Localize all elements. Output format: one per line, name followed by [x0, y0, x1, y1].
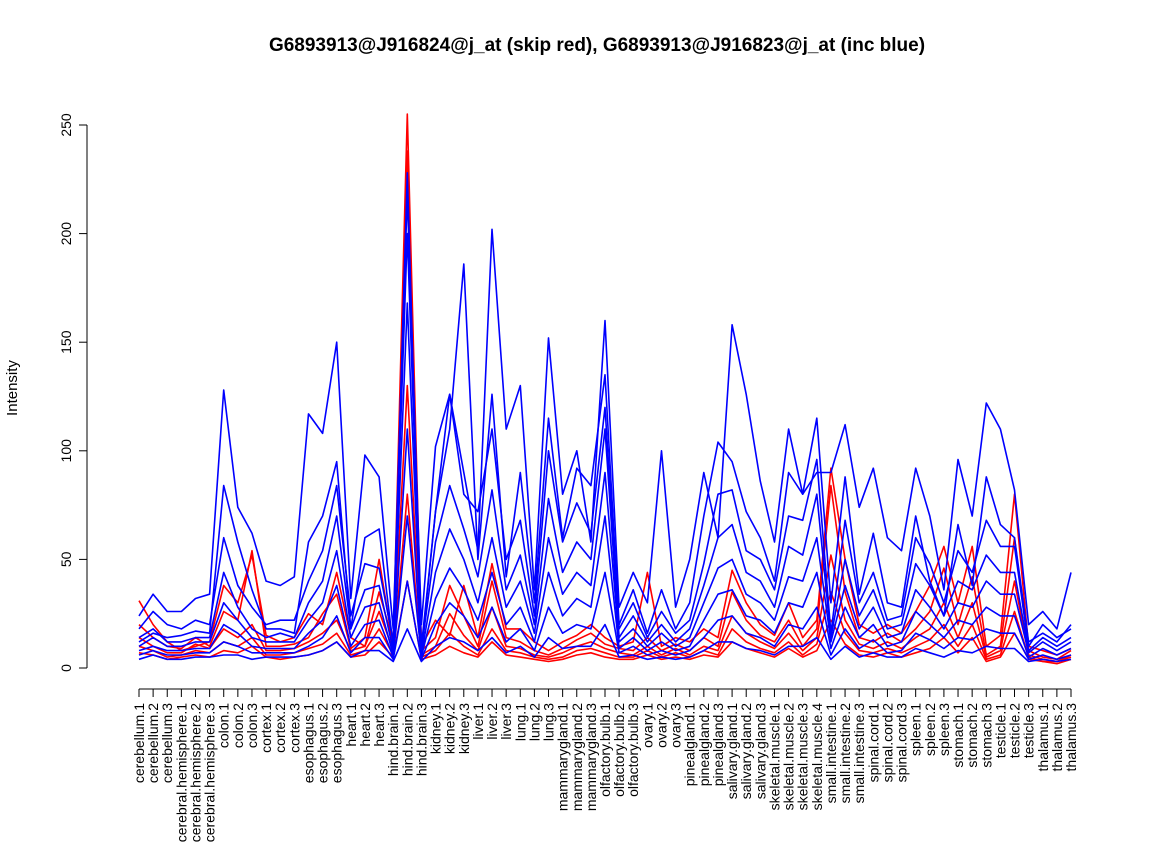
- x-tick-label: cerebral.hemisphere.2: [187, 703, 203, 843]
- y-tick-label: 150: [58, 330, 74, 354]
- x-tick-label: liver.3: [498, 703, 514, 740]
- x-tick-label: stomach.2: [964, 703, 980, 768]
- series-line-inc-blue-6: [138, 515, 1072, 658]
- x-tick-label: esophagus.2: [315, 703, 331, 783]
- x-tick-label: esophagus.3: [329, 703, 345, 783]
- x-tick-label: thalamus.1: [1035, 703, 1051, 772]
- chart-title: G6893913@J916824@j_at (skip red), G68939…: [269, 35, 925, 56]
- x-tick-label: spleen.3: [936, 703, 952, 756]
- x-tick-label: cortex.3: [286, 703, 302, 753]
- x-tick-label: small.intestine.3: [851, 703, 867, 804]
- x-tick-label: cerebellum.3: [159, 703, 175, 783]
- x-tick-label: mammarygland.2: [569, 703, 585, 811]
- x-tick-label: liver.2: [484, 703, 500, 740]
- x-tick-label: kidney.1: [428, 703, 444, 754]
- y-axis: 0 50 100 150 200 250: [58, 113, 88, 672]
- y-tick-label: 50: [58, 551, 74, 567]
- series-line-inc-blue-3: [138, 232, 1072, 648]
- x-tick-label: lung.3: [541, 703, 557, 741]
- y-tick-label: 0: [58, 664, 74, 672]
- x-tick-label: skeletal.muscle.2: [781, 703, 797, 811]
- x-tick-label: ovary.3: [668, 703, 684, 748]
- x-tick-label: skeletal.muscle.1: [766, 703, 782, 811]
- x-tick-label: kidney.2: [442, 703, 458, 754]
- x-tick-label: thalamus.2: [1049, 703, 1065, 772]
- x-tick-label: cortex.2: [272, 703, 288, 753]
- x-tick-label: hind.brain.3: [413, 703, 429, 776]
- series-line-inc-blue-2: [138, 172, 1072, 652]
- x-tick-label: ovary.1: [639, 703, 655, 748]
- x-tick-label: lung.2: [526, 703, 542, 741]
- x-tick-label: kidney.3: [456, 703, 472, 754]
- x-tick-label: small.intestine.2: [837, 703, 853, 804]
- x-tick-label: colon.3: [244, 703, 260, 748]
- x-tick-label: hind.brain.1: [385, 703, 401, 776]
- x-tick-label: olfactory.bulb.3: [625, 703, 641, 797]
- x-tick-label: salivary.gland.1: [724, 703, 740, 799]
- series-line-inc-blue-8: [138, 623, 1072, 663]
- series-line-inc-blue-7: [138, 571, 1072, 661]
- x-tick-label: mammarygland.1: [555, 703, 571, 811]
- x-tick-label: spinal.cord.3: [894, 703, 910, 783]
- x-tick-label: mammarygland.3: [583, 703, 599, 811]
- x-tick-label: spinal.cord.2: [879, 703, 895, 783]
- x-tick-label: cerebellum.2: [145, 703, 161, 783]
- x-tick-label: olfactory.bulb.1: [597, 703, 613, 797]
- x-tick-label: spleen.2: [922, 703, 938, 756]
- x-tick-label: pinealgland.1: [682, 703, 698, 787]
- x-tick-label: salivary.gland.3: [752, 703, 768, 799]
- x-tick-label: spleen.1: [908, 703, 924, 756]
- series-line-inc-blue-4: [138, 302, 1072, 652]
- x-axis: cerebellum.1cerebellum.2cerebellum.3cere…: [131, 688, 1079, 843]
- x-tick-label: hind.brain.2: [399, 703, 415, 776]
- x-tick-label: testicle.1: [992, 703, 1008, 758]
- x-tick-label: heart.2: [357, 703, 373, 747]
- x-tick-label: heart.1: [343, 703, 359, 747]
- x-tick-label: skeletal.muscle.4: [809, 703, 825, 811]
- x-tick-label: olfactory.bulb.2: [611, 703, 627, 797]
- x-tick-label: testicle.3: [1021, 703, 1037, 758]
- x-tick-label: lung.1: [512, 703, 528, 741]
- y-tick-label: 250: [58, 113, 74, 137]
- series-line-skip-red-2: [138, 150, 1072, 661]
- y-tick-label: 100: [58, 439, 74, 463]
- x-tick-label: colon.2: [230, 703, 246, 748]
- series-line-inc-blue-5: [138, 428, 1072, 656]
- x-tick-label: esophagus.1: [300, 703, 316, 783]
- y-axis-label: Intensity: [4, 360, 21, 416]
- x-tick-label: thalamus.3: [1063, 703, 1079, 772]
- x-tick-label: colon.1: [216, 703, 232, 748]
- x-tick-label: ovary.2: [653, 703, 669, 748]
- x-tick-label: stomach.3: [978, 703, 994, 768]
- x-tick-label: cerebellum.1: [131, 703, 147, 783]
- x-tick-label: cerebral.hemisphere.3: [202, 703, 218, 843]
- x-tick-label: spinal.cord.1: [865, 703, 881, 783]
- x-tick-label: cortex.1: [258, 703, 274, 753]
- x-tick-label: stomach.1: [950, 703, 966, 768]
- x-tick-label: pinealgland.2: [696, 703, 712, 787]
- y-tick-label: 200: [58, 222, 74, 246]
- x-tick-label: cerebral.hemisphere.1: [173, 703, 189, 843]
- x-tick-label: small.intestine.1: [823, 703, 839, 804]
- x-tick-label: heart.3: [371, 703, 387, 747]
- x-tick-label: liver.1: [470, 703, 486, 740]
- x-tick-label: testicle.2: [1007, 703, 1023, 758]
- x-tick-label: skeletal.muscle.3: [795, 703, 811, 811]
- x-tick-label: salivary.gland.2: [738, 703, 754, 799]
- x-tick-label: pinealgland.3: [710, 703, 726, 787]
- plot-lines: [138, 113, 1072, 665]
- series-line-inc-blue-1: [138, 193, 1072, 630]
